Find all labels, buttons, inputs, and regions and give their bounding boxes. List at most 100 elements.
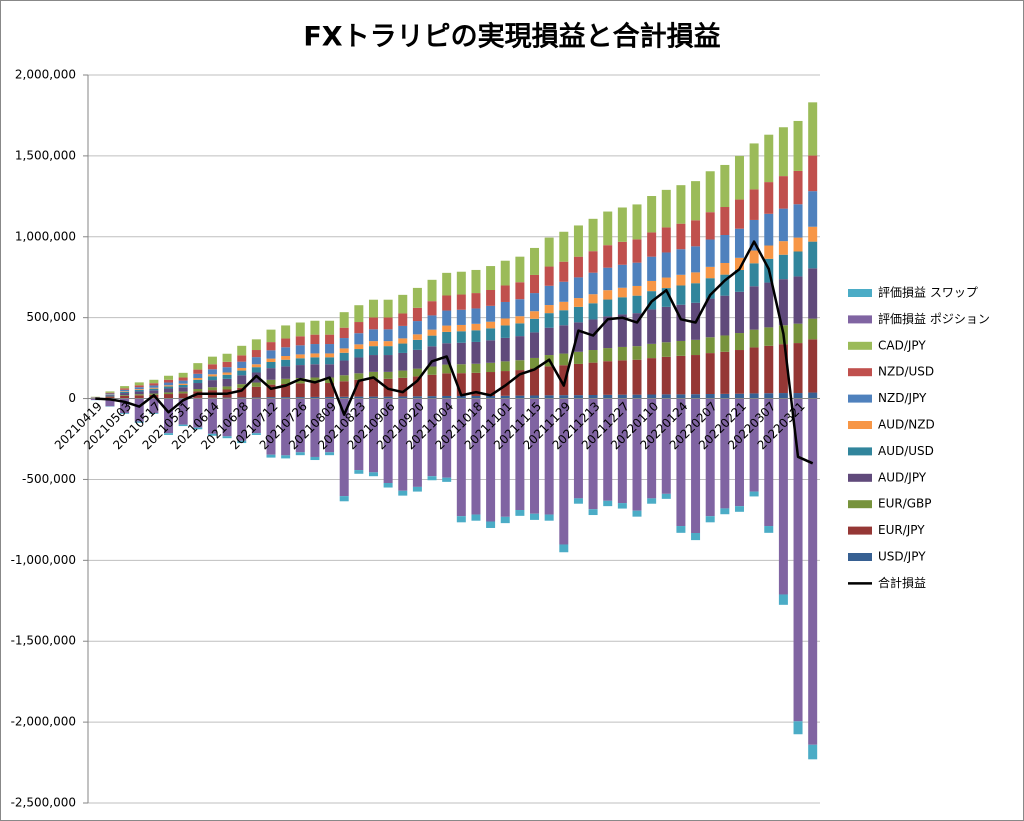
chart-title: FXトラリピの実現損益と合計損益 xyxy=(303,21,720,53)
bar-segment xyxy=(691,272,701,284)
legend-swatch xyxy=(848,421,872,429)
bar-segment xyxy=(720,335,730,352)
bar-segment xyxy=(266,342,276,351)
bar-segment xyxy=(164,433,174,435)
legend-label: AUD/NZD xyxy=(878,418,935,432)
bar-segment xyxy=(793,393,803,399)
legend-label: AUD/USD xyxy=(878,444,934,458)
bar-segment xyxy=(339,327,349,339)
bar-segment xyxy=(295,345,305,355)
bar-segment xyxy=(486,372,496,396)
bar-segment xyxy=(632,510,642,517)
bar-segment xyxy=(793,721,803,735)
bar-segment xyxy=(237,367,247,371)
bar-segment xyxy=(120,398,130,414)
bar-segment xyxy=(793,343,803,394)
legend-label: NZD/JPY xyxy=(878,391,927,405)
bar-segment xyxy=(354,333,364,345)
bar-segment xyxy=(734,269,744,292)
bar-segment xyxy=(764,245,774,259)
bar-segment xyxy=(398,352,408,371)
y-tick-label: 2,000,000 xyxy=(15,68,76,82)
bar-segment xyxy=(793,323,803,344)
bar-segment xyxy=(705,278,715,299)
bar-segment xyxy=(368,472,378,477)
bar-segment xyxy=(705,337,715,354)
bar-segment xyxy=(456,516,466,523)
legend-swatch xyxy=(848,526,872,535)
bar-segment xyxy=(559,544,569,553)
bar-segment xyxy=(164,398,174,434)
bar-segment xyxy=(193,369,203,374)
bar-segment xyxy=(310,344,320,354)
line-series xyxy=(95,240,814,465)
bar-segment xyxy=(281,455,291,459)
bar-segment xyxy=(325,320,335,335)
bar-segment xyxy=(471,308,481,324)
bar-segment xyxy=(734,506,744,512)
bar-segment xyxy=(603,361,613,395)
bar-segment xyxy=(705,212,715,240)
bar-segment xyxy=(442,272,452,296)
bar-segment xyxy=(676,526,686,533)
y-tick-label: -500,000 xyxy=(22,472,76,486)
bar-segment xyxy=(471,514,481,521)
bar-segment xyxy=(120,395,130,396)
bar-segment xyxy=(676,398,686,527)
bar-segment xyxy=(661,394,671,399)
bar-segment xyxy=(120,393,130,396)
bar-segment xyxy=(691,398,701,533)
bar-segment xyxy=(720,508,730,515)
bar-segment xyxy=(617,241,627,265)
y-tick-label: 0 xyxy=(68,391,76,405)
y-tick-label: -2,000,000 xyxy=(11,715,76,729)
bar-segment xyxy=(310,383,320,397)
bar-segment xyxy=(544,327,554,356)
bar-segment xyxy=(515,299,525,317)
bar-segment xyxy=(486,305,496,322)
bar-segment xyxy=(164,379,174,383)
bar-segment xyxy=(749,286,759,330)
bar-segment xyxy=(515,398,525,511)
bar-segment xyxy=(778,393,788,399)
bar-segment xyxy=(544,398,554,515)
bar-segment xyxy=(808,318,818,340)
bar-segment xyxy=(632,285,642,296)
bar-segment xyxy=(105,391,115,393)
bar-segment xyxy=(471,323,481,331)
bar-segment xyxy=(412,339,422,350)
bar-segment xyxy=(427,398,437,477)
legend-label: NZD/USD xyxy=(878,365,934,379)
bar-segment xyxy=(207,376,217,381)
bar-segment xyxy=(691,220,701,247)
bar-segment xyxy=(398,490,408,496)
bar-segment xyxy=(617,297,627,315)
legend-swatch xyxy=(848,447,872,456)
bar-segment xyxy=(573,256,583,278)
bar-segment xyxy=(354,396,364,399)
bar-segment xyxy=(544,395,554,399)
bar-segment xyxy=(295,378,305,384)
bar-segment xyxy=(339,398,349,497)
bar-segment xyxy=(325,334,335,345)
bar-segment xyxy=(251,367,261,373)
bar-segment xyxy=(603,348,613,362)
bar-segment xyxy=(691,532,701,541)
bar-segment xyxy=(573,498,583,504)
bar-segment xyxy=(427,301,437,316)
bar-segment xyxy=(237,355,247,362)
bar-segment xyxy=(544,366,554,396)
bar-segment xyxy=(559,365,569,396)
bar-segment xyxy=(764,345,774,394)
bar-segment xyxy=(310,398,320,457)
bar-segment xyxy=(178,387,188,392)
bar-segment xyxy=(149,379,159,384)
bar-segment xyxy=(295,336,305,346)
bar-segment xyxy=(237,361,247,368)
bar-segment xyxy=(617,394,627,399)
bar-segment xyxy=(120,395,130,399)
bar-segment xyxy=(720,295,730,336)
bar-segment xyxy=(251,357,261,365)
y-tick-label: -1,000,000 xyxy=(11,553,76,567)
bar-segment xyxy=(266,379,276,385)
